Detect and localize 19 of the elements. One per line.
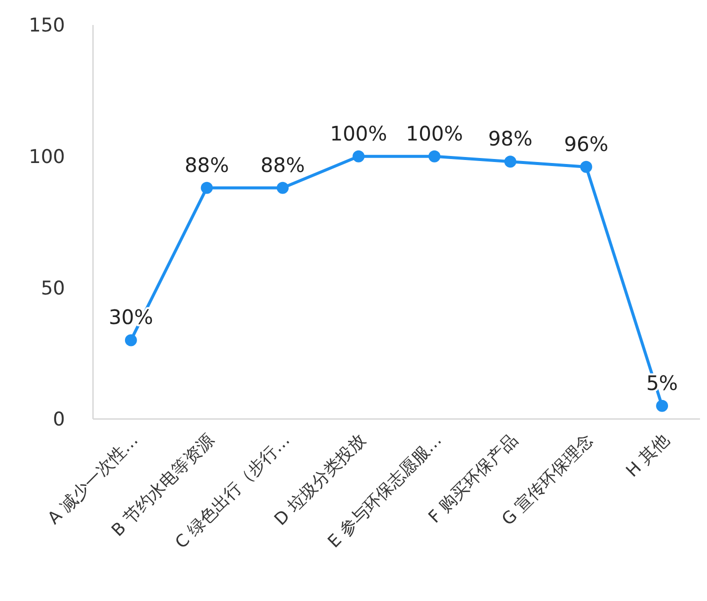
y-tick-label: 100 — [28, 146, 65, 168]
data-label: 98% — [488, 126, 533, 151]
point — [200, 182, 213, 194]
y-tick-label: 150 — [28, 14, 65, 37]
data-label: 88% — [260, 152, 305, 177]
data-label: 100% — [330, 121, 388, 146]
point — [124, 334, 137, 346]
data-label: 88% — [184, 152, 230, 177]
point — [352, 150, 365, 162]
point — [504, 156, 516, 168]
y-tick-label: 50 — [40, 277, 65, 300]
data-label: 96% — [564, 132, 608, 156]
point — [580, 160, 592, 173]
data-label: 100% — [406, 121, 464, 146]
y-tick-label: 0 — [52, 408, 65, 431]
point — [428, 150, 440, 162]
x-tick-label: H 其他 — [622, 430, 674, 482]
point — [656, 400, 668, 412]
point — [276, 182, 289, 194]
